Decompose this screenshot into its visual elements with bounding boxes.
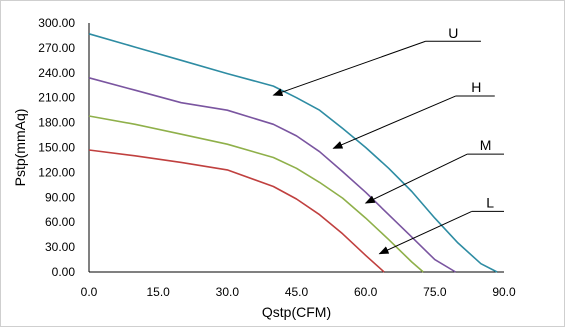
y-tick-label: 210.00 bbox=[38, 91, 75, 105]
y-tick-label: 180.00 bbox=[38, 116, 75, 130]
curve-label-H: H bbox=[471, 79, 481, 95]
x-tick-labels: 0.0 15.0 30.0 45.0 60.0 75.0 90.0 bbox=[81, 285, 516, 299]
label-arrow-H bbox=[332, 95, 456, 149]
series-line-M bbox=[88, 115, 424, 273]
curve-label-L: L bbox=[486, 194, 494, 210]
y-tick-label: 0.00 bbox=[52, 265, 76, 279]
y-tick-label: 90.00 bbox=[45, 190, 75, 204]
label-arrow-M bbox=[364, 153, 468, 204]
y-tick-label: 60.00 bbox=[45, 215, 75, 229]
curve-annotations: U H M L bbox=[272, 25, 504, 255]
series-group bbox=[88, 33, 498, 273]
y-tick-label: 300.00 bbox=[38, 16, 75, 30]
series-line-H bbox=[88, 77, 457, 273]
y-tick-label: 240.00 bbox=[38, 66, 75, 80]
curve-label-U: U bbox=[448, 25, 458, 41]
axes bbox=[88, 23, 504, 273]
x-tick-label: 0.0 bbox=[81, 285, 98, 299]
x-tick-label: 15.0 bbox=[146, 285, 170, 299]
y-tick-label: 120.00 bbox=[38, 165, 75, 179]
y-tick-label: 270.00 bbox=[38, 41, 75, 55]
y-axis-title: Pstp(mmAq) bbox=[12, 109, 28, 187]
label-arrow-L bbox=[378, 210, 472, 255]
y-tick-label: 30.00 bbox=[45, 240, 75, 254]
curve-label-M: M bbox=[480, 137, 492, 153]
x-tick-label: 90.0 bbox=[492, 285, 516, 299]
y-tick-label: 150.00 bbox=[38, 141, 75, 155]
x-tick-label: 60.0 bbox=[354, 285, 378, 299]
x-axis-title: Qstp(CFM) bbox=[262, 304, 331, 320]
series-line-U bbox=[88, 33, 498, 273]
y-tick-labels: 0.00 30.00 60.00 90.00 120.00 150.00 180.00 210… bbox=[38, 16, 75, 279]
label-arrow-U bbox=[272, 40, 426, 96]
series-line-L bbox=[88, 149, 385, 273]
x-tick-label: 45.0 bbox=[285, 285, 309, 299]
x-tick-label: 75.0 bbox=[423, 285, 447, 299]
x-tick-label: 30.0 bbox=[216, 285, 240, 299]
